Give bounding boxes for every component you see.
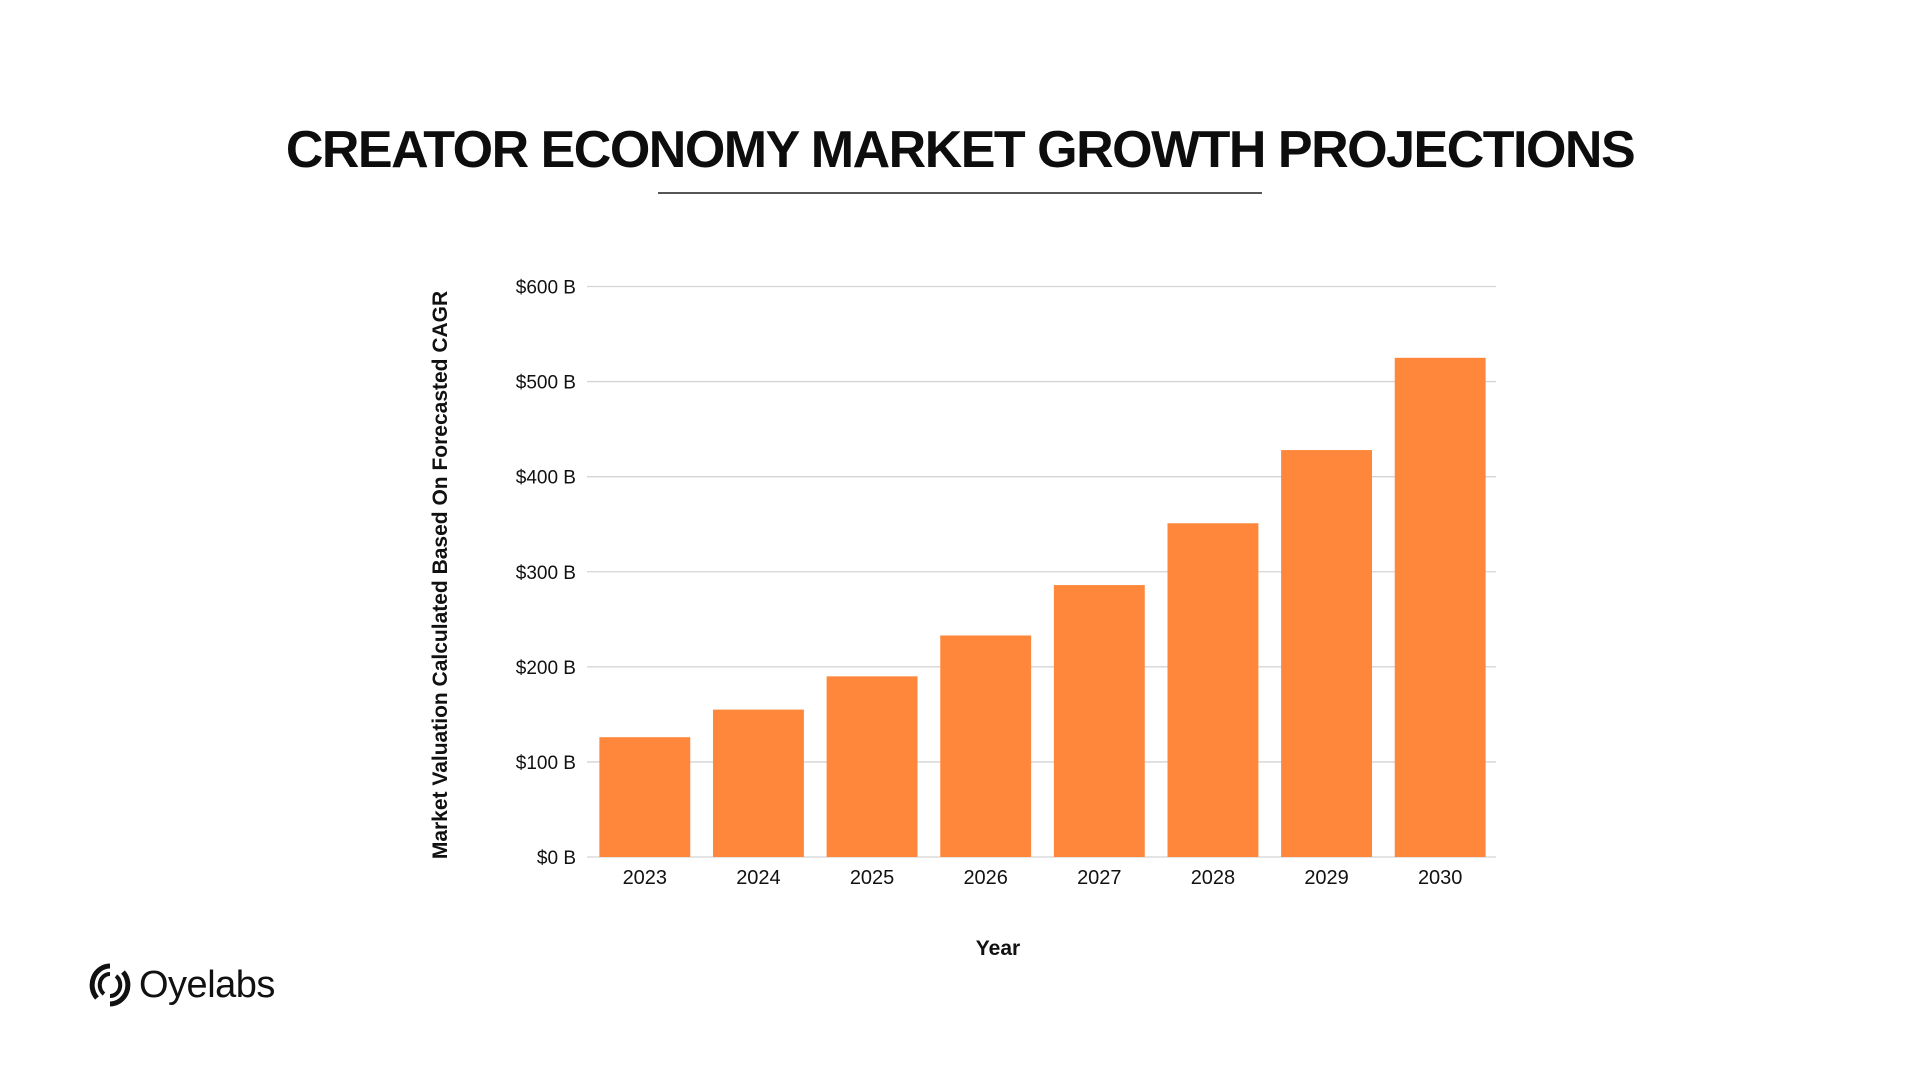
- x-tick-label: 2027: [1077, 867, 1122, 889]
- x-tick-label: 2026: [963, 867, 1008, 889]
- x-tick-label: 2024: [736, 867, 781, 889]
- x-axis-title: Year: [975, 937, 1021, 960]
- bar-2026: [940, 635, 1032, 857]
- oyelabs-logo: Oyelabs: [89, 962, 275, 1008]
- title-underline: [658, 192, 1262, 194]
- bar-2024: [712, 709, 804, 857]
- chart-title: CREATOR ECONOMY MARKET GROWTH PROJECTION…: [285, 121, 1636, 179]
- x-tick-label: 2028: [1191, 867, 1236, 889]
- x-tick-label: 2029: [1304, 867, 1349, 889]
- bar-2030: [1394, 357, 1486, 857]
- bar-2029: [1281, 450, 1373, 857]
- x-tick-label: 2023: [623, 867, 668, 889]
- x-tick-label: 2025: [850, 867, 895, 889]
- y-tick-label: $0 B: [537, 848, 576, 869]
- y-tick-label: $500 B: [516, 373, 576, 394]
- y-tick-label: $400 B: [516, 468, 576, 489]
- bar-2028: [1167, 523, 1259, 857]
- oyelabs-logo-icon: [89, 963, 131, 1007]
- y-tick-label: $300 B: [516, 563, 576, 584]
- y-tick-label: $200 B: [516, 658, 576, 679]
- x-tick-label: 2030: [1418, 867, 1463, 889]
- y-tick-label: $600 B: [516, 278, 576, 299]
- oyelabs-logo-text: Oyelabs: [139, 963, 275, 1006]
- bar-2027: [1053, 585, 1145, 857]
- y-tick-label: $100 B: [516, 753, 576, 774]
- bar-2023: [599, 737, 691, 857]
- y-axis-title: Market Valuation Calculated Based On For…: [429, 290, 452, 860]
- bar-2025: [826, 676, 918, 857]
